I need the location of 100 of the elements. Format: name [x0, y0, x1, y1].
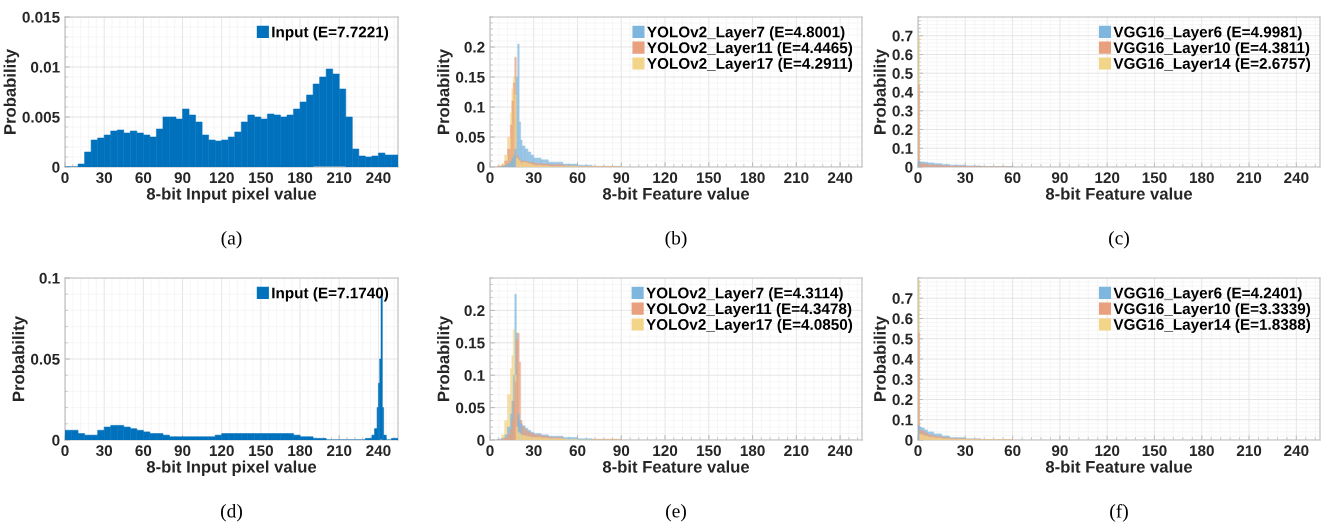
y-tick-label: 0: [52, 161, 60, 173]
x-tick-label: 30: [525, 172, 542, 184]
x-tick-label: 210: [784, 172, 809, 184]
x-tick-label: 150: [249, 445, 273, 457]
y-tick-label: 0.05: [456, 402, 485, 414]
y-axis-title: Probability: [437, 49, 453, 134]
x-tick-label: 210: [1236, 445, 1262, 457]
x-tick-label: 180: [288, 172, 313, 184]
y-axis-title: Probability: [873, 316, 890, 401]
x-tick-label: 60: [135, 172, 152, 184]
legend-label: VGG16_Layer14 (E=2.6757): [1113, 57, 1311, 72]
x-tick-label: 240: [827, 445, 853, 457]
x-tick-label: 120: [1095, 172, 1120, 184]
x-tick-label: 210: [327, 445, 352, 457]
x-axis-title: 8-bit Feature value: [602, 460, 750, 473]
x-tick-label: 90: [1051, 445, 1068, 457]
legend-label: YOLOv2_Layer11 (E=4.3478): [646, 302, 852, 318]
y-tick-label: 0: [905, 161, 913, 173]
text: (a): [221, 230, 242, 249]
x-tick-label: 120: [209, 172, 234, 184]
legend-label: VGG16_Layer6 (E=4.2401): [1113, 287, 1302, 302]
y-tick-label: 0.2: [464, 41, 485, 53]
x-tick-label: 30: [525, 445, 542, 457]
y-tick-label: 0.4: [892, 86, 914, 98]
y-tick-label: 0.3: [892, 374, 913, 385]
x-tick-label: 0: [486, 172, 494, 184]
x-tick-label: 90: [174, 172, 191, 184]
y-tick-label: 0: [905, 434, 913, 446]
y-tick-label: 0.01: [31, 61, 60, 73]
x-axis-title: 8-bit Feature value: [1045, 460, 1193, 473]
x-tick-label: 60: [1004, 445, 1021, 457]
x-tick-label: 60: [135, 445, 152, 457]
x-tick-label: 0: [486, 445, 494, 457]
x-tick-label: 30: [96, 172, 113, 184]
legend-label: YOLOv2_Layer7 (E=4.3114): [646, 287, 843, 302]
x-tick-label: 150: [1142, 172, 1167, 184]
y-tick-label: 0.1: [892, 143, 913, 154]
legend-label: YOLOv2_Layer17 (E=4.0850): [646, 318, 853, 333]
x-tick-label: 90: [613, 172, 630, 184]
x-tick-label: 180: [740, 445, 765, 457]
legend-label: VGG16_Layer6 (E=4.9981): [1113, 26, 1302, 41]
x-tick-label: 60: [1004, 172, 1021, 184]
x-tick-label: 150: [1142, 445, 1167, 457]
y-tick-label: 0.5: [892, 333, 913, 345]
y-tick-label: 0.6: [892, 49, 913, 61]
x-tick-label: 120: [1095, 445, 1120, 457]
x-tick-label: 180: [1189, 445, 1214, 457]
x-tick-label: 120: [653, 445, 678, 457]
x-tick-label: 150: [697, 445, 721, 457]
x-tick-label: 0: [61, 445, 69, 457]
text: (d): [221, 503, 242, 522]
x-tick-label: 30: [957, 445, 974, 457]
legend-label: Input (E=7.7221): [272, 26, 389, 41]
y-tick-label: 0.1: [464, 370, 485, 381]
x-tick-label: 90: [1051, 172, 1068, 184]
x-tick-label: 120: [653, 172, 678, 184]
y-axis-title: Probability: [873, 49, 890, 134]
x-axis-title: 8-bit Feature value: [1045, 187, 1193, 200]
text: (f): [1110, 503, 1128, 522]
y-tick-label: 0.3: [892, 105, 913, 117]
x-tick-label: 150: [249, 172, 273, 184]
y-tick-label: 0.05: [31, 353, 60, 365]
y-tick-label: 0.6: [892, 313, 913, 325]
legend-label: VGG16_Layer10 (E=4.3811): [1113, 41, 1310, 57]
y-tick-label: 0.2: [892, 394, 913, 406]
x-tick-label: 240: [1284, 172, 1309, 184]
x-tick-label: 30: [96, 445, 113, 457]
x-axis-title: 8-bit Feature value: [602, 187, 750, 200]
legend-label: VGG16_Layer10 (E=3.3339): [1113, 302, 1311, 318]
y-tick-label: 0.1: [892, 414, 913, 426]
legend-label: VGG16_Layer14 (E=1.8388): [1113, 318, 1311, 333]
x-tick-label: 180: [1189, 172, 1214, 184]
legend-label: YOLOv2_Layer7 (E=4.8001): [647, 26, 845, 41]
text: (b): [665, 230, 687, 249]
y-tick-label: 0: [52, 434, 60, 446]
x-tick-label: 240: [366, 172, 391, 184]
y-tick-label: 0.1: [464, 101, 485, 113]
y-tick-label: 0.2: [892, 124, 913, 136]
y-tick-label: 0.005: [22, 111, 60, 123]
x-tick-label: 60: [569, 445, 586, 457]
y-tick-label: 0: [477, 161, 485, 173]
x-tick-label: 180: [288, 445, 313, 457]
x-tick-label: 120: [209, 445, 234, 457]
y-axis-title: Probability: [437, 316, 453, 401]
y-tick-label: 0.15: [456, 71, 485, 83]
x-tick-label: 90: [174, 445, 191, 457]
x-tick-label: 210: [1236, 172, 1262, 184]
x-tick-label: 0: [61, 172, 69, 184]
legend-label: YOLOv2_Layer11 (E=4.4465): [647, 41, 853, 57]
x-tick-label: 60: [569, 172, 586, 184]
y-tick-label: 0.5: [892, 68, 913, 79]
y-tick-label: 0.4: [892, 353, 914, 365]
y-tick-label: 0.05: [456, 131, 485, 143]
y-tick-label: 0.1: [39, 272, 60, 284]
y-tick-label: 0: [477, 434, 485, 446]
y-axis-title: Probability: [12, 316, 28, 401]
x-tick-label: 0: [914, 445, 922, 457]
y-tick-label: 0.15: [456, 337, 485, 349]
y-axis-title: Probability: [3, 49, 20, 134]
x-tick-label: 180: [740, 172, 765, 184]
